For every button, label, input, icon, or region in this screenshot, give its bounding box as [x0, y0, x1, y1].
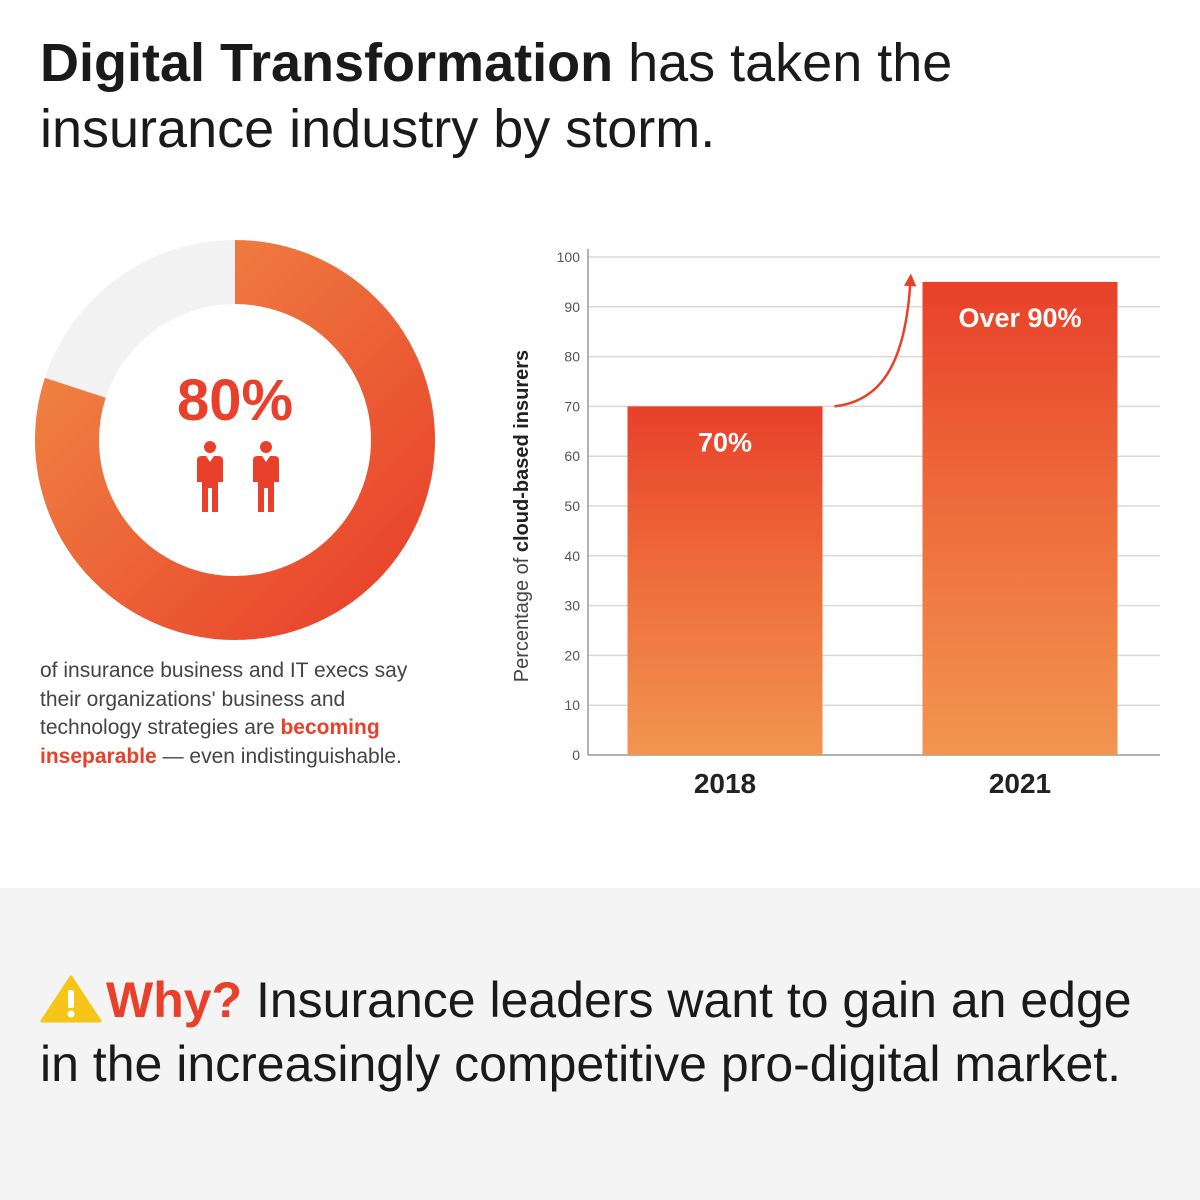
y-axis-label-plain: Percentage of [511, 552, 533, 682]
bar-2018 [627, 406, 823, 755]
donut-ring [35, 240, 435, 640]
y-tick-label: 100 [557, 249, 581, 265]
donut-chart: 80% [30, 235, 440, 645]
people-icon [197, 441, 279, 512]
y-tick-label: 0 [572, 747, 580, 763]
why-label: Why? [106, 972, 243, 1028]
y-tick-label: 10 [564, 697, 580, 713]
desc-text-2: — even indistinguishable. [156, 744, 402, 768]
bars: 70% Over 90% [627, 281, 1118, 755]
y-axis-label: Percentage of cloud-based insurers [511, 350, 533, 682]
why-section: Why? Insurance leaders want to gain an e… [0, 888, 1200, 1200]
desc-text-1: of insurance business and IT execs say t… [40, 659, 408, 739]
x-tick-label: 2018 [694, 768, 756, 799]
donut-fill [35, 240, 435, 640]
bar-value-label: 70% [698, 427, 752, 457]
why-body: Insurance leaders want to gain an edge i… [40, 972, 1132, 1092]
y-tick-label: 40 [564, 548, 580, 564]
trend-arrow [834, 273, 917, 408]
why-text: Why? Insurance leaders want to gain an e… [40, 968, 1170, 1096]
y-tick-label: 80 [564, 349, 580, 365]
bar-2021 [922, 281, 1118, 755]
warning-icon [40, 975, 102, 1023]
y-tick-label: 20 [564, 647, 580, 663]
y-tick-label: 60 [564, 448, 580, 464]
stat-description: of insurance business and IT execs say t… [40, 657, 440, 771]
headline: Digital Transformation has taken the ins… [40, 30, 1160, 162]
y-tick-label: 50 [564, 498, 580, 514]
y-tick-label: 90 [564, 299, 580, 315]
x-tick-labels: 2018 2021 [694, 768, 1051, 799]
y-tick-label: 30 [564, 598, 580, 614]
desc-highlight: becoming inseparable [40, 716, 380, 768]
y-axis-label-bold: cloud-based insurers [511, 350, 533, 552]
donut-percent: 80% [176, 368, 294, 433]
headline-bold: Digital Transformation [40, 33, 614, 93]
y-tick-labels: 0 10 20 30 40 50 60 70 80 90 100 [557, 249, 581, 763]
y-tick-label: 70 [564, 398, 580, 414]
x-tick-label: 2021 [989, 768, 1051, 799]
bar-value-label: Over 90% [958, 303, 1081, 333]
headline-rest: has taken the insurance industry by stor… [40, 33, 953, 159]
